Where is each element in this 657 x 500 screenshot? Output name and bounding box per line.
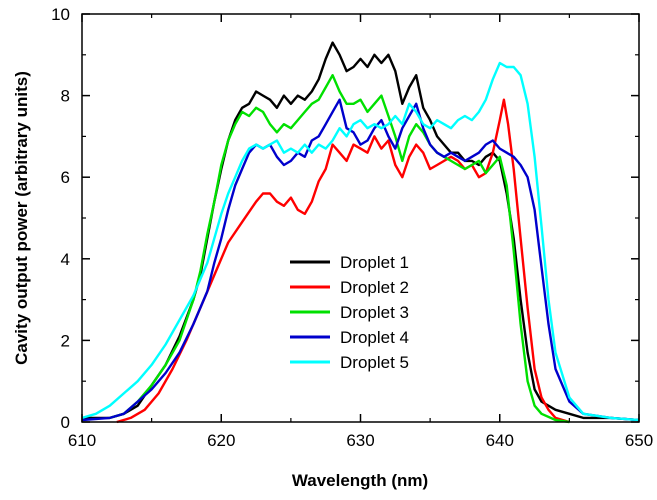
series-lines	[81, 41, 640, 424]
y-tick-label: 0	[61, 413, 70, 432]
y-tick-label: 2	[61, 331, 70, 350]
x-tick-label: 610	[68, 431, 96, 450]
legend-label-2: Droplet 2	[340, 278, 409, 297]
x-tick-label: 640	[486, 431, 514, 450]
legend-label-1: Droplet 1	[340, 253, 409, 272]
series-line-4	[81, 98, 640, 422]
x-tick-label: 630	[346, 431, 374, 450]
y-axis-title: Cavity output power (arbitrary units)	[12, 71, 31, 365]
y-tick-label: 10	[51, 5, 70, 24]
series-line-5	[81, 61, 640, 422]
y-tick-label: 4	[61, 250, 70, 269]
x-tick-label: 620	[207, 431, 235, 450]
legend: Droplet 1 Droplet 2 Droplet 3 Droplet 4 Drop…	[290, 253, 409, 372]
y-tick-label: 8	[61, 87, 70, 106]
x-tick-label: 650	[625, 431, 653, 450]
y-tick-label: 6	[61, 168, 70, 187]
tick-labels: 610 620 630 640 650 0 2 4 6 8 10	[51, 5, 653, 450]
legend-label-3: Droplet 3	[340, 303, 409, 322]
legend-label-5: Droplet 5	[340, 353, 409, 372]
x-axis-title: Wavelength (nm)	[292, 471, 428, 490]
series-line-3	[109, 73, 570, 424]
axis-ticks	[81, 13, 640, 423]
legend-label-4: Droplet 4	[340, 328, 409, 347]
series-line-2	[116, 98, 570, 424]
